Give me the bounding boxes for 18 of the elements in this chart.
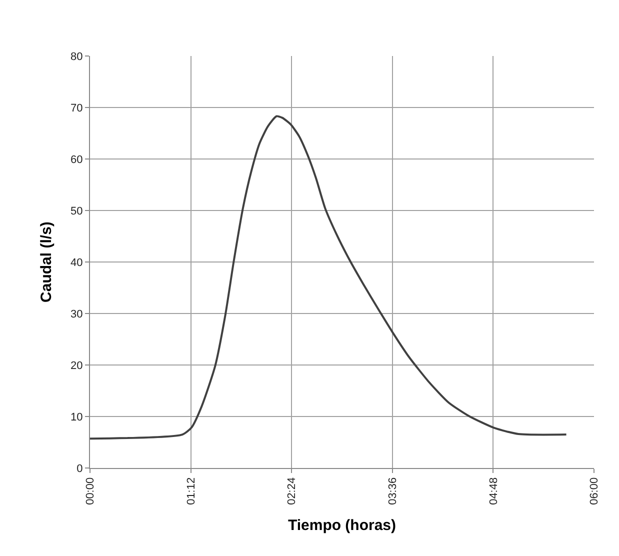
x-tick-label: 01:12: [185, 477, 198, 505]
x-tick-label: 06:00: [588, 477, 601, 505]
y-tick-label: 60: [70, 154, 83, 166]
x-tick-label: 00:00: [84, 477, 97, 505]
y-tick-label: 50: [70, 205, 83, 218]
x-tick-label: 04:48: [488, 477, 500, 505]
x-tick-label: 03:36: [386, 477, 399, 505]
y-tick-label: 80: [70, 50, 83, 63]
line-series: [90, 115, 568, 440]
y-tick-label: 30: [70, 308, 83, 320]
y-tick-label: 10: [70, 411, 83, 424]
y-tick-label: 20: [70, 360, 83, 372]
y-tick-label: 70: [70, 102, 83, 114]
x-tick-label: 02:24: [286, 477, 298, 505]
y-tick-label: 0: [76, 462, 83, 475]
y-axis-title: Caudal (l/s): [38, 222, 55, 302]
x-axis-title: Tiempo (horas): [288, 516, 396, 534]
y-tick-label: 40: [70, 256, 83, 269]
